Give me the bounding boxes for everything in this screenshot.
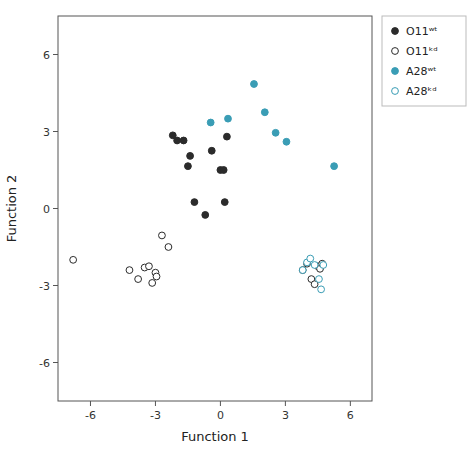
x-tick-label: -3 xyxy=(150,409,161,422)
point xyxy=(272,129,279,136)
y-tick-label: -3 xyxy=(39,280,50,293)
point xyxy=(261,109,268,116)
point xyxy=(320,262,327,269)
point xyxy=(185,163,192,170)
point xyxy=(202,212,209,219)
point xyxy=(187,152,194,159)
chart: -6-3036-6-3036Function 1Function 2O11ʷᵗO… xyxy=(0,0,472,453)
point xyxy=(70,256,77,263)
legend-marker xyxy=(392,48,399,55)
x-tick xyxy=(90,401,91,406)
legend: O11ʷᵗ O11ᵏᵈ A28ʷᵗ A28ᵏᵈ xyxy=(382,16,466,106)
x-tick-label: 3 xyxy=(282,409,289,422)
point xyxy=(307,255,314,262)
y-tick-label: 6 xyxy=(43,49,50,62)
x-tick xyxy=(155,401,156,406)
point xyxy=(146,263,153,270)
y-tick-label: -6 xyxy=(39,357,50,370)
legend-marker xyxy=(392,28,399,35)
legend-label: A28ʷᵗ xyxy=(406,65,436,78)
point xyxy=(283,138,290,145)
legend-label: O11ʷᵗ xyxy=(406,25,438,38)
y-tick xyxy=(53,285,58,286)
point xyxy=(207,119,214,126)
points xyxy=(70,81,338,293)
point xyxy=(191,199,198,206)
axes: -6 -3 0 3 6 -6 -3 0 3 6 xyxy=(39,49,354,423)
plot-background xyxy=(58,16,372,401)
y-tick xyxy=(53,54,58,55)
y-tick xyxy=(53,131,58,132)
point xyxy=(149,280,156,287)
legend-label: A28ᵏᵈ xyxy=(406,85,437,98)
point xyxy=(174,137,181,144)
legend-marker xyxy=(392,88,399,95)
point xyxy=(299,267,306,274)
point xyxy=(135,276,142,283)
point xyxy=(165,244,172,251)
legend-label: O11ᵏᵈ xyxy=(406,45,438,58)
point xyxy=(159,232,166,239)
legend-box xyxy=(382,16,466,106)
series xyxy=(70,232,326,288)
y-axis-label: Function 2 xyxy=(4,175,19,243)
y-tick xyxy=(53,362,58,363)
point xyxy=(153,273,160,280)
series xyxy=(169,132,230,218)
point xyxy=(224,133,231,140)
point xyxy=(311,262,318,269)
y-tick-label: 0 xyxy=(43,203,50,216)
point xyxy=(331,163,338,170)
series xyxy=(299,255,326,293)
x-tick-label: 0 xyxy=(217,409,224,422)
point xyxy=(316,276,323,283)
y-tick-label: 3 xyxy=(43,126,50,139)
x-axis-label: Function 1 xyxy=(181,429,249,444)
point xyxy=(299,267,306,274)
point xyxy=(251,81,258,88)
point xyxy=(180,137,187,144)
series xyxy=(207,81,337,170)
x-tick xyxy=(350,401,351,406)
x-tick xyxy=(220,401,221,406)
point xyxy=(318,286,325,293)
point xyxy=(126,267,133,274)
y-tick xyxy=(53,208,58,209)
x-tick xyxy=(285,401,286,406)
x-tick-label: 6 xyxy=(347,409,354,422)
legend-marker xyxy=(392,68,399,75)
x-tick-label: -6 xyxy=(85,409,96,422)
point xyxy=(220,167,227,174)
point xyxy=(225,115,232,122)
plot-frame xyxy=(58,16,372,401)
point xyxy=(221,199,228,206)
point xyxy=(208,147,215,154)
